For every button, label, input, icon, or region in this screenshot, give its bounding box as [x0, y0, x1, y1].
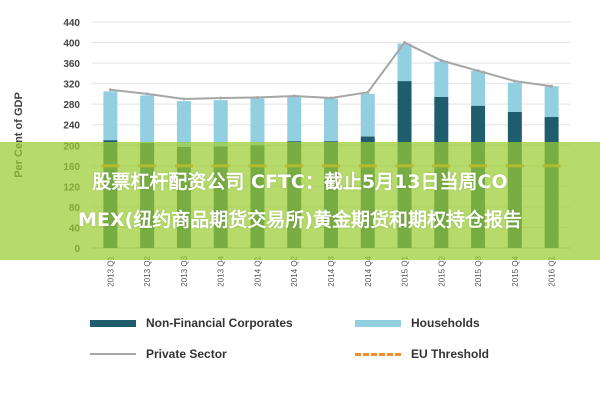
point-private-sector [219, 96, 223, 100]
point-private-sector [145, 92, 149, 96]
x-tick-label: 2015 Q2 [437, 255, 446, 286]
y-tick-label: 280 [63, 100, 80, 111]
bar-households [544, 86, 559, 118]
overlay-banner[interactable]: 股票杠杆配资公司 CFTC：截止5月13日当周CO MEX(纽约商品期货交易所)… [0, 142, 600, 260]
legend-item-nonfin: Non-Financial Corporates [90, 316, 293, 330]
legend-dash-eu [355, 352, 401, 356]
legend-label-nonfin: Non-Financial Corporates [146, 316, 293, 330]
bar-households [103, 91, 118, 141]
point-private-sector [550, 84, 554, 88]
x-tick-label: 2014 Q4 [364, 255, 373, 286]
x-tick-label: 2015 Q3 [474, 255, 483, 286]
x-tick-label: 2013 Q1 [106, 255, 115, 286]
bar-households [434, 61, 449, 97]
line-private-sector [110, 41, 552, 101]
y-tick-label: 360 [63, 59, 80, 70]
y-tick-label: 400 [63, 39, 80, 50]
point-private-sector [439, 59, 443, 63]
legend-item-eu: EU Threshold [355, 347, 489, 361]
overlay-line-2: MEX(纽约商品期货交易所)黄金期货和期权持仓报告 [78, 209, 522, 231]
x-tick-label: 2015 Q1 [401, 255, 410, 286]
point-private-sector [403, 41, 407, 45]
legend-swatch-nonfin [90, 319, 136, 327]
x-tick-label: 2014 Q2 [290, 255, 299, 286]
legend-label-eu: EU Threshold [411, 347, 490, 361]
point-private-sector [292, 94, 296, 98]
bar-households [471, 70, 486, 106]
point-private-sector [182, 97, 186, 101]
bar-households [176, 101, 191, 147]
bar-households [360, 93, 375, 137]
bar-households [140, 95, 155, 143]
legend-item-private: Private Sector [90, 347, 227, 361]
x-tick-label: 2013 Q3 [180, 255, 189, 286]
legend-line-private [90, 353, 136, 355]
point-private-sector [329, 96, 333, 100]
point-private-sector [513, 79, 517, 83]
bar-households [507, 82, 522, 112]
point-private-sector [476, 69, 480, 73]
point-private-sector [255, 96, 259, 100]
point-private-sector [366, 90, 370, 94]
x-tick-label: 2013 Q4 [217, 255, 226, 286]
bar-households [287, 96, 302, 142]
bar-households [250, 98, 265, 146]
y-tick-label: 440 [63, 18, 80, 29]
x-tick-label: 2014 Q3 [327, 255, 336, 286]
bar-households [324, 98, 338, 142]
y-tick-label: 240 [63, 121, 80, 132]
legend-label-private: Private Sector [146, 347, 227, 361]
bar-households [213, 100, 228, 147]
y-tick-label: 320 [63, 80, 80, 91]
point-private-sector [108, 88, 112, 92]
legend-label-households: Households [411, 316, 480, 330]
x-tick-label: 2014 Q1 [253, 255, 262, 286]
legend-item-households: Households [355, 316, 480, 330]
bar-households [397, 43, 412, 82]
x-tick-label: 2016 Q1 [548, 255, 557, 286]
x-tick-label: 2015 Q4 [511, 255, 520, 286]
x-tick-label: 2013 Q2 [143, 255, 152, 286]
chart-legend: Non-Financial Corporates Households Priv… [0, 300, 600, 380]
overlay-line-1: 股票杠杆配资公司 CFTC：截止5月13日当周CO [92, 171, 508, 193]
legend-swatch-households [355, 319, 401, 327]
